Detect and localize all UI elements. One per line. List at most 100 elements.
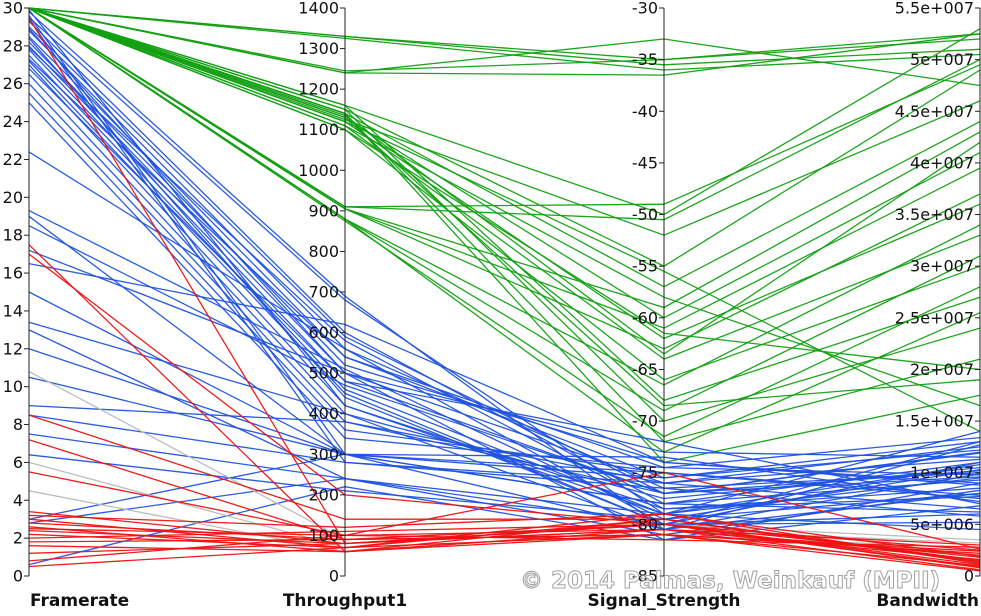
axis-Bandwidth-tick-label-11: 5.5e+007 (895, 0, 974, 18)
axis-Bandwidth-tick-label-1: 5e+006 (910, 515, 974, 534)
series-green-line-14 (28, 7, 981, 422)
series-blue-line-2 (28, 20, 981, 505)
axis-Signal_Strength-tick-label-8: -45 (632, 153, 658, 172)
series-green-line-15 (28, 7, 981, 443)
axis-Framerate-tick-label-4: 8 (13, 415, 23, 434)
series-blue-line-19 (28, 225, 981, 495)
axis-Framerate-tick-label-13: 26 (3, 74, 23, 93)
axis-Bandwidth-tick-label-4: 2e+007 (910, 360, 974, 379)
series-blue-line-41 (28, 68, 981, 495)
series-green-line-29 (28, 7, 981, 464)
axis-Framerate-tick-label-1: 2 (13, 529, 23, 548)
axis-Bandwidth-tick-label-0: 0 (964, 567, 974, 586)
polylines-layer (28, 7, 981, 572)
axis-Bandwidth-tick-label-5: 2.5e+007 (895, 308, 974, 327)
series-red-line-19 (28, 518, 981, 568)
axis-Signal_Strength-tick-label-3: -70 (632, 412, 658, 431)
series-blue-line-13 (28, 83, 981, 484)
axis-Throughput1-tick-label-2: 200 (308, 485, 339, 504)
series-green-line-3 (28, 7, 981, 72)
axis-Framerate-tick-label-14: 28 (3, 36, 23, 55)
axis-Signal_Strength-tick-label-6: -55 (632, 257, 658, 276)
axis-Signal_Strength-tick-label-0: -85 (632, 567, 658, 586)
axis-Throughput1-tick-label-3: 300 (308, 445, 339, 464)
axis-Framerate-tick-label-9: 18 (3, 226, 23, 245)
axis-Signal_Strength-tick-label-7: -50 (632, 205, 658, 224)
series-blue-line-38 (28, 37, 981, 526)
series-red-line-18 (28, 472, 981, 562)
series-blue-line-17 (28, 210, 981, 520)
series-red-line-1 (28, 244, 981, 567)
series-blue-line-7 (28, 45, 981, 458)
axis-Signal_Strength-title: Signal_Strength (588, 591, 741, 611)
axis-Framerate-tick-label-2: 4 (13, 491, 23, 510)
series-blue-line-16 (28, 151, 981, 526)
axis-Framerate-tick-label-12: 24 (3, 112, 23, 131)
series-green-line-17 (28, 7, 981, 221)
axis-Throughput1-tick-label-9: 900 (308, 201, 339, 220)
axis-Signal_Strength-tick-label-1: -80 (632, 515, 658, 534)
axis-Signal_Strength-tick-label-10: -35 (632, 50, 658, 69)
axis-Bandwidth-tick-label-6: 3e+007 (910, 257, 974, 276)
axis-Throughput1-tick-label-14: 1400 (298, 0, 339, 18)
series-blue-line-20 (28, 249, 981, 510)
axis-Throughput1-tick-label-5: 500 (308, 364, 339, 383)
axis-Framerate-tick-label-15: 30 (3, 0, 23, 18)
axis-Signal_Strength-tick-label-5: -60 (632, 308, 658, 327)
series-blue-line-12 (28, 73, 981, 500)
series-green-line-30 (28, 7, 981, 236)
axis-Framerate-tick-label-8: 16 (3, 264, 23, 283)
series-blue-line-9 (28, 54, 981, 515)
series-green-line-5 (28, 7, 981, 76)
axis-Framerate-tick-label-7: 14 (3, 301, 23, 320)
series-green-line-13 (28, 7, 981, 402)
axis-Signal_Strength-tick-label-4: -65 (632, 360, 658, 379)
axis-Throughput1-tick-label-11: 1100 (298, 120, 339, 139)
axis-Bandwidth-tick-label-7: 3.5e+007 (895, 205, 974, 224)
series-green-line-1 (28, 7, 981, 66)
axis-Signal_Strength-tick-label-9: -40 (632, 102, 658, 121)
axis-Framerate-tick-label-3: 6 (13, 453, 23, 472)
axis-Throughput1-tick-label-0: 0 (329, 567, 339, 586)
axis-Throughput1-tick-label-10: 1000 (298, 161, 339, 180)
series-green-line-31 (28, 7, 981, 355)
axis-Throughput1-tick-label-1: 100 (308, 526, 339, 545)
series-blue-line-31 (28, 453, 981, 520)
axis-Framerate-tick-label-10: 20 (3, 188, 23, 207)
series-blue-line-40 (28, 58, 981, 469)
series-blue-line-29 (28, 433, 981, 536)
axis-Bandwidth-tick-label-3: 1.5e+007 (895, 412, 974, 431)
series-green-line-27 (28, 7, 981, 432)
series-blue-line-26 (28, 376, 981, 513)
axis-Bandwidth-tick-label-2: 1e+007 (910, 463, 974, 482)
axis-Framerate-tick-label-5: 10 (3, 377, 23, 396)
series-blue-line-4 (28, 30, 981, 489)
axis-Bandwidth-tick-label-8: 4e+007 (910, 153, 974, 172)
axis-Throughput1-tick-label-12: 1200 (298, 80, 339, 99)
axis-Signal_Strength-tick-label-2: -75 (632, 463, 658, 482)
series-blue-line-3 (28, 26, 981, 495)
series-blue-line-30 (28, 454, 981, 520)
series-blue-line-39 (28, 47, 981, 510)
series-blue-line-27 (28, 404, 981, 495)
series-blue-line-24 (28, 329, 981, 515)
series-green-line-20 (28, 7, 981, 350)
series-blue-line-36 (28, 19, 981, 484)
axes-layer: 024681012141618202224262830Framerate0100… (3, 0, 981, 611)
series-red-line-7 (28, 513, 981, 565)
axis-Framerate-tick-label-6: 12 (3, 339, 23, 358)
axis-Signal_Strength-tick-label-11: -30 (632, 0, 658, 18)
axis-Throughput1-tick-label-7: 700 (308, 283, 339, 302)
copyright-watermark: © 2014 Palmas, Weinkauf (MPII) (520, 568, 940, 594)
series-blue-line-35 (28, 15, 981, 531)
axis-Framerate-tick-label-0: 0 (13, 567, 23, 586)
series-green-line-28 (28, 7, 981, 407)
axis-Framerate-title: Framerate (30, 591, 129, 611)
series-green-line-23 (28, 7, 981, 438)
series-blue-line-5 (28, 35, 981, 479)
axis-Bandwidth-tick-label-10: 5e+007 (910, 50, 974, 69)
axis-Bandwidth-title: Bandwidth (876, 591, 979, 611)
series-blue-line-25 (28, 348, 981, 479)
